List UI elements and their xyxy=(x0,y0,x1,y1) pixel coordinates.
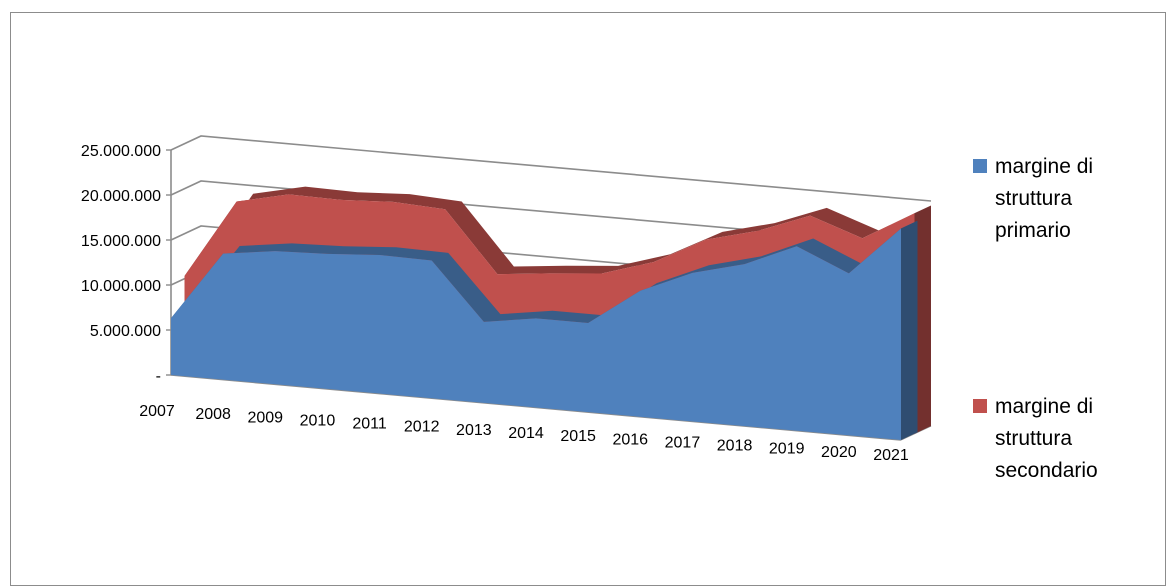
y-tick-label: - xyxy=(156,368,161,385)
x-tick-label: 2017 xyxy=(665,434,701,451)
gridline xyxy=(170,135,932,202)
x-tick-label: 2020 xyxy=(821,444,857,461)
x-tick-label: 2021 xyxy=(873,447,909,464)
y-tick-label: 15.000.000 xyxy=(81,233,161,250)
series-area xyxy=(171,228,901,440)
legend-swatch xyxy=(973,399,987,413)
y-tick-label: 5.000.000 xyxy=(90,323,161,340)
x-tick-label: 2015 xyxy=(560,428,596,445)
x-tick-label: 2008 xyxy=(195,406,231,423)
series-primario xyxy=(171,220,918,440)
series-side-face xyxy=(901,220,918,440)
x-tick-label: 2019 xyxy=(769,441,805,458)
legend-label: margine di struttura primario xyxy=(995,155,1093,242)
x-tick-label: 2010 xyxy=(300,412,336,429)
x-tick-label: 2007 xyxy=(139,403,175,420)
x-tick-label: 2013 xyxy=(456,422,492,439)
x-tick-label: 2009 xyxy=(247,409,283,426)
legend-item: margine di struttura primario xyxy=(973,155,1093,242)
x-tick-label: 2016 xyxy=(612,431,648,448)
series-layer xyxy=(171,186,931,440)
legend: margine di struttura primario margine di str… xyxy=(973,155,1098,482)
x-axis-ticks: 2007 2008 2009 2010 2011 2012 2013 2014 2015 2016… xyxy=(139,403,909,464)
y-tick-label: 20.000.000 xyxy=(81,188,161,205)
chart-svg: - 5.000.000 10.000.000 15.000.000 20.000.000… xyxy=(81,135,1098,482)
legend-label: margine di struttura secondario xyxy=(995,395,1098,482)
y-tick-label: 25.000.000 xyxy=(81,143,161,160)
x-tick-label: 2014 xyxy=(508,425,544,442)
x-tick-label: 2018 xyxy=(717,438,753,455)
x-tick-label: 2011 xyxy=(352,416,387,433)
chart-area: - 5.000.000 10.000.000 15.000.000 20.000.000… xyxy=(10,12,1166,586)
series-side-face xyxy=(914,205,931,434)
y-tick-label: 10.000.000 xyxy=(81,278,161,295)
y-axis-ticks: - 5.000.000 10.000.000 15.000.000 20.000.000… xyxy=(81,143,171,385)
gridline xyxy=(170,180,932,247)
legend-item: margine di struttura secondario xyxy=(973,395,1098,482)
x-tick-label: 2012 xyxy=(404,419,440,436)
series-top-band xyxy=(184,186,931,276)
legend-swatch xyxy=(973,159,987,173)
